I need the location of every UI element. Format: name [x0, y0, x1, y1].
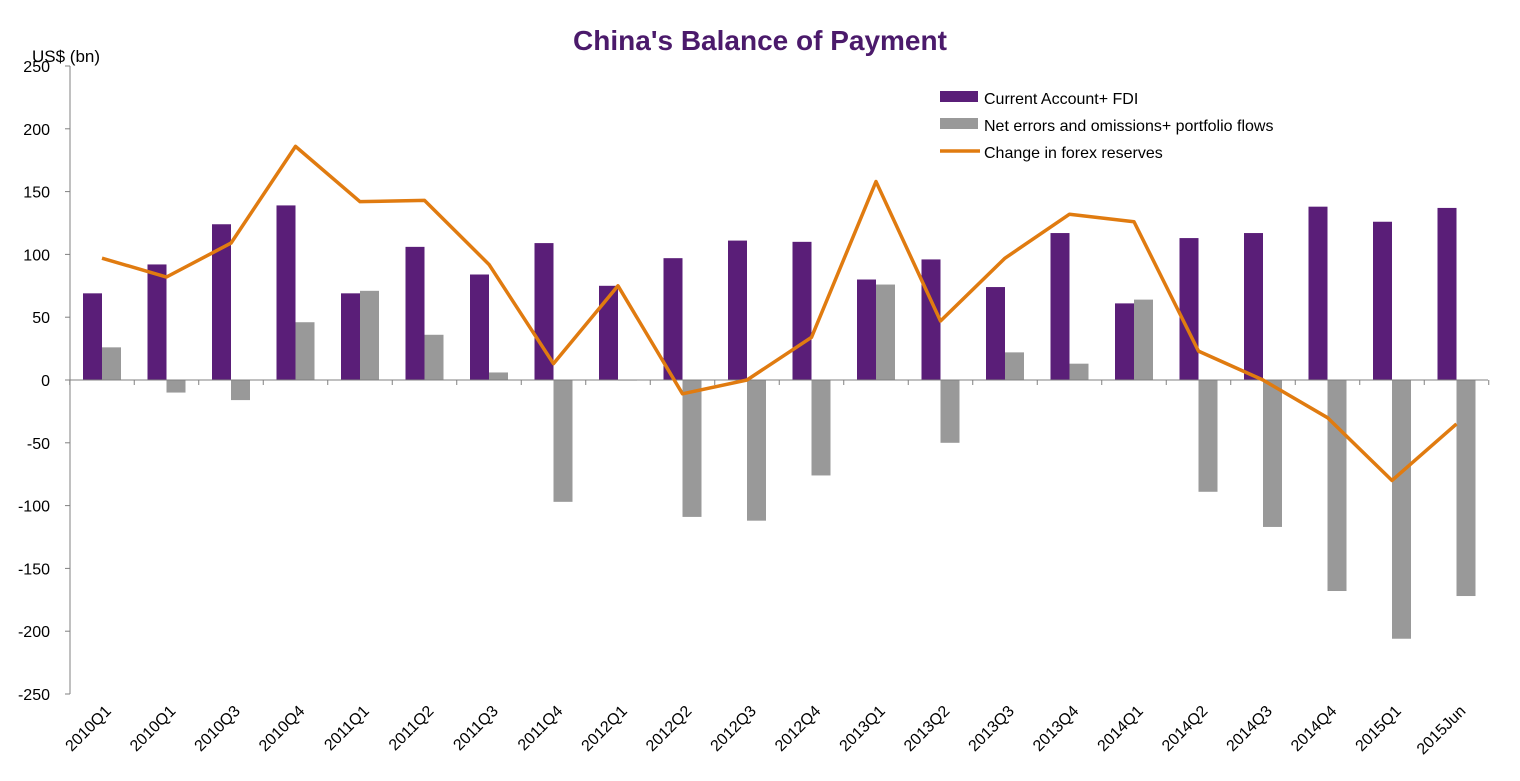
net-errors-portfolio-bar — [553, 380, 573, 502]
legend: Current Account+ FDI Net errors and omiss… — [940, 91, 1273, 162]
x-tick-label: 2011Q2 — [386, 703, 438, 755]
current-account-fdi-bar — [405, 246, 425, 380]
current-account-fdi-bar — [921, 259, 941, 380]
x-tick-label: 2012Q3 — [708, 703, 760, 755]
current-account-fdi-bar — [1115, 303, 1134, 380]
net-errors-portfolio-bar — [940, 380, 960, 443]
net-errors-portfolio-bar — [1069, 363, 1089, 380]
y-tick-label: 150 — [23, 185, 50, 202]
x-tick-label: 2011Q4 — [515, 703, 567, 755]
y-tick-label: -50 — [27, 436, 50, 453]
net-errors-portfolio-bar — [1005, 352, 1024, 380]
net-errors-portfolio-bar — [811, 380, 831, 476]
x-tick-label: 2013Q3 — [966, 703, 1018, 755]
current-account-fdi-bar — [728, 240, 747, 380]
x-tick-label: 2012Q2 — [643, 703, 695, 755]
net-errors-portfolio-bar — [1392, 380, 1411, 639]
x-tick-label: 2013Q4 — [1030, 703, 1082, 755]
legend-swatch — [940, 91, 978, 102]
bars-layer — [83, 205, 1476, 639]
current-account-fdi-bar — [83, 293, 102, 380]
net-errors-portfolio-bar — [876, 284, 895, 380]
x-tick-label: 2014Q3 — [1224, 703, 1276, 755]
legend-swatch — [940, 118, 978, 129]
x-tick-label: 2014Q2 — [1159, 703, 1211, 755]
x-tick-label: 2015Jun — [1414, 703, 1469, 758]
current-account-fdi-bar — [857, 279, 876, 380]
current-account-fdi-bar — [1437, 207, 1457, 380]
net-errors-portfolio-bar — [1456, 380, 1476, 597]
x-tick-label: 2013Q2 — [901, 703, 953, 755]
net-errors-portfolio-bar — [102, 347, 121, 380]
current-account-fdi-bar — [212, 224, 231, 380]
line-layer — [101, 144, 1458, 483]
current-account-fdi-bar — [986, 287, 1005, 380]
current-account-fdi-bar — [470, 274, 489, 380]
legend-label: Change in forex reserves — [984, 145, 1163, 162]
current-account-fdi-bar — [599, 285, 618, 380]
x-tick-label: 2010Q4 — [256, 703, 308, 755]
y-tick-label: 0 — [41, 373, 50, 390]
net-errors-portfolio-bar — [1134, 299, 1153, 380]
legend-label: Current Account+ FDI — [984, 91, 1138, 108]
current-account-fdi-bar — [534, 243, 554, 380]
y-axis-ticks: 250 200 150 100 50 0 -50 -100 -150 -200 -250 — [18, 59, 70, 704]
net-errors-portfolio-bar — [360, 290, 379, 380]
x-tick-label: 2011Q1 — [321, 703, 373, 755]
net-errors-portfolio-bar — [231, 380, 250, 401]
net-errors-portfolio-bar — [1198, 380, 1218, 492]
axes-layer — [69, 66, 1490, 694]
x-tick-label: 2013Q1 — [837, 703, 889, 755]
x-tick-label: 2014Q1 — [1095, 703, 1147, 755]
current-account-fdi-bar — [341, 293, 360, 380]
forex-reserves-line — [101, 144, 1458, 483]
net-errors-portfolio-bar — [1327, 380, 1347, 592]
y-tick-label: -150 — [18, 561, 50, 578]
net-errors-portfolio-bar — [747, 380, 766, 521]
net-errors-portfolio-bar — [1263, 380, 1282, 527]
x-axis-ticks: 2010Q1 2010Q1 2010Q3 2010Q4 2011Q1 2011Q2 2011… — [63, 703, 1470, 759]
net-errors-portfolio-bar — [424, 334, 444, 380]
x-tick-label: 2010Q3 — [192, 703, 244, 755]
current-account-fdi-bar — [1179, 238, 1199, 380]
current-account-fdi-bar — [663, 258, 683, 380]
y-tick-label: -100 — [18, 499, 50, 516]
x-tick-label: 2014Q4 — [1288, 703, 1340, 755]
y-tick-label: -200 — [18, 624, 50, 641]
net-errors-portfolio-bar — [682, 380, 702, 517]
chart-title: China's Balance of Payment — [573, 25, 947, 56]
y-tick-label: 250 — [23, 59, 50, 76]
current-account-fdi-bar — [792, 241, 812, 380]
current-account-fdi-bar — [276, 205, 296, 380]
x-tick-label: 2010Q1 — [63, 703, 115, 755]
y-tick-label: 50 — [32, 310, 50, 327]
net-errors-portfolio-bar — [489, 372, 508, 380]
current-account-fdi-bar — [147, 264, 167, 380]
y-tick-label: 200 — [23, 122, 50, 139]
y-tick-label: -250 — [18, 687, 50, 704]
current-account-fdi-bar — [1308, 206, 1328, 380]
y-axis-label: US$ (bn) — [32, 47, 100, 66]
legend-label: Net errors and omissions+ portfolio flow… — [984, 118, 1273, 135]
net-errors-portfolio-bar — [295, 322, 315, 380]
current-account-fdi-bar — [1244, 233, 1263, 380]
x-tick-label: 2010Q1 — [127, 703, 179, 755]
x-tick-label: 2011Q3 — [450, 703, 502, 755]
x-tick-label: 2015Q1 — [1353, 703, 1405, 755]
x-tick-label: 2012Q4 — [772, 703, 824, 755]
current-account-fdi-bar — [1050, 233, 1070, 380]
y-tick-label: 100 — [23, 247, 50, 264]
net-errors-portfolio-bar — [166, 380, 186, 393]
current-account-fdi-bar — [1373, 221, 1392, 380]
x-tick-label: 2012Q1 — [579, 703, 631, 755]
